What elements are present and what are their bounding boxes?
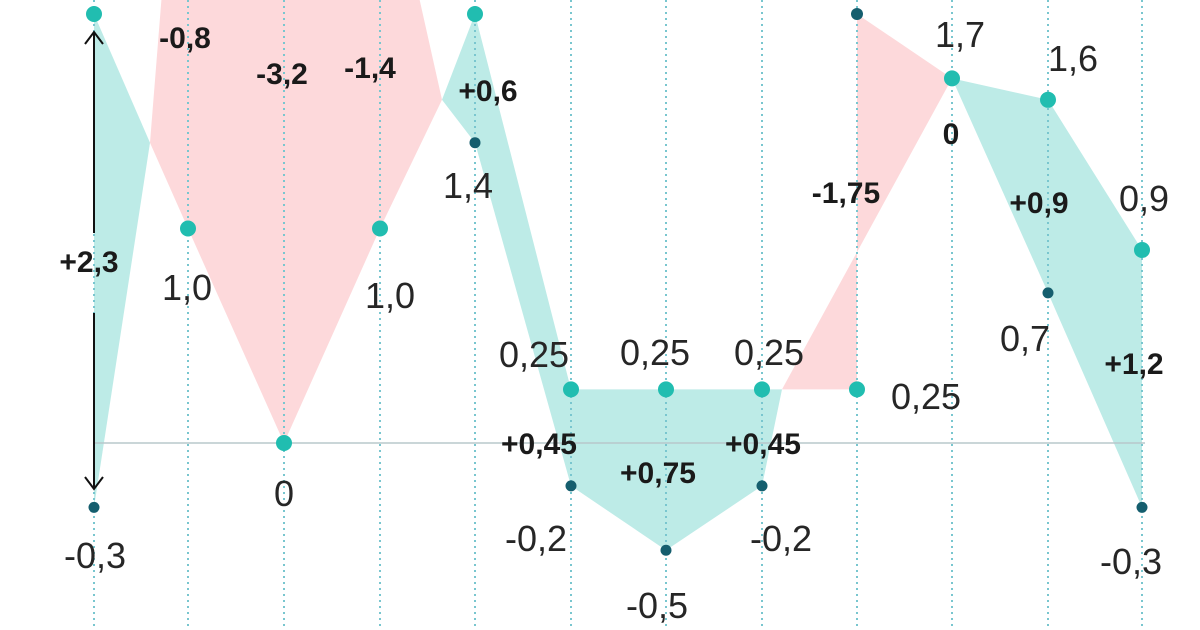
difference-label: -1,75 [812, 177, 880, 210]
value-label: 1,6 [1048, 38, 1098, 79]
difference-label: +0,45 [725, 428, 801, 461]
upper-series-point [944, 70, 960, 87]
difference-label: +1,2 [1104, 348, 1163, 381]
positive-area [442, 14, 782, 551]
value-label: 1,0 [162, 267, 212, 308]
value-label: -0,5 [626, 585, 688, 626]
difference-arrow [84, 30, 104, 491]
value-label: 1,0 [365, 275, 415, 316]
arrow-head-up [84, 30, 104, 45]
upper-series-point [754, 381, 770, 398]
negative-area [782, 14, 952, 390]
upper-series-point [180, 220, 196, 237]
difference-label: +0,75 [620, 457, 696, 490]
lower-series-point [1136, 501, 1148, 513]
difference-label: -1,4 [344, 52, 396, 85]
difference-label: +0,45 [501, 428, 577, 461]
difference-label: +0,9 [1009, 187, 1068, 220]
difference-label: 0 [943, 118, 960, 151]
upper-series-point [1040, 91, 1056, 108]
lower-series-point [660, 544, 672, 556]
positive-area [94, 14, 150, 508]
upper-series-point [658, 381, 674, 398]
lower-series-point [851, 8, 863, 20]
upper-series-point [849, 381, 865, 398]
value-label: 0,7 [1000, 318, 1050, 359]
lower-series-point [88, 501, 100, 513]
upper-series-point [467, 6, 483, 22]
value-label: 0,25 [620, 332, 690, 373]
value-label: 1,4 [443, 165, 493, 206]
upper-series-point [276, 435, 292, 451]
value-label: 1,7 [935, 14, 985, 55]
value-label: -0,3 [1100, 541, 1162, 582]
value-label: 0 [274, 473, 294, 514]
lower-series-point [1042, 287, 1054, 299]
lower-series-point [469, 137, 481, 149]
upper-series-point [372, 220, 388, 237]
upper-series-point [563, 381, 579, 398]
difference-areas [94, 0, 1142, 551]
value-label: -0,3 [64, 535, 126, 576]
difference-label: -0,8 [159, 22, 211, 55]
positive-area [952, 78, 1142, 508]
upper-series-point [1134, 241, 1150, 258]
value-label: 0,25 [734, 332, 804, 373]
value-label: -0,2 [750, 518, 812, 559]
upper-series-point [86, 6, 102, 22]
value-label: 0,25 [499, 334, 569, 375]
value-label: 0,25 [891, 376, 961, 417]
value-label: -0,2 [505, 518, 567, 559]
value-label: 0,9 [1119, 178, 1169, 219]
negative-area [150, 0, 442, 443]
lower-series-point [565, 480, 577, 492]
value-labels: -0,3 1,0 0 1,0 1,4 0,25 0,25 0,25 -0,2 -… [59, 14, 1169, 626]
difference-label: +0,6 [458, 75, 517, 108]
lower-series-point [756, 480, 768, 492]
difference-label: -3,2 [256, 58, 308, 91]
data-points [86, 6, 1150, 556]
difference-label: +2,3 [59, 246, 118, 279]
arrow-head-down [84, 476, 104, 491]
